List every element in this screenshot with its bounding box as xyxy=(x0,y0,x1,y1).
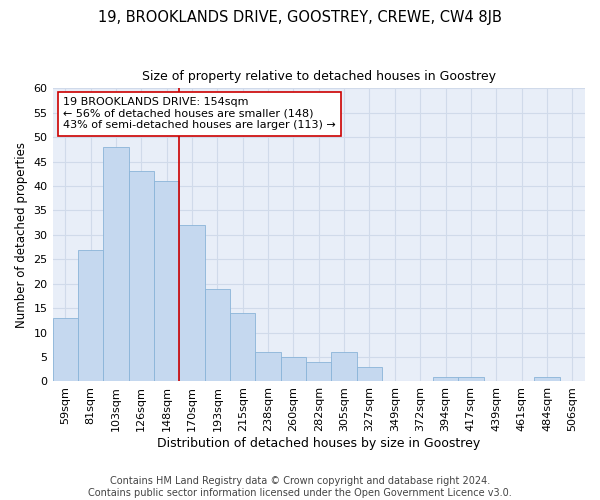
Bar xyxy=(433,376,458,382)
Bar xyxy=(103,147,128,382)
Bar xyxy=(306,362,331,382)
Bar xyxy=(128,172,154,382)
Bar xyxy=(458,376,484,382)
Bar xyxy=(53,318,78,382)
Bar xyxy=(154,181,179,382)
Bar xyxy=(78,250,103,382)
Bar xyxy=(331,352,357,382)
Bar xyxy=(281,357,306,382)
Text: 19 BROOKLANDS DRIVE: 154sqm
← 56% of detached houses are smaller (148)
43% of se: 19 BROOKLANDS DRIVE: 154sqm ← 56% of det… xyxy=(63,97,336,130)
Bar xyxy=(205,288,230,382)
Text: 19, BROOKLANDS DRIVE, GOOSTREY, CREWE, CW4 8JB: 19, BROOKLANDS DRIVE, GOOSTREY, CREWE, C… xyxy=(98,10,502,25)
Bar xyxy=(230,313,256,382)
X-axis label: Distribution of detached houses by size in Goostrey: Distribution of detached houses by size … xyxy=(157,437,481,450)
Bar xyxy=(534,376,560,382)
Bar xyxy=(357,367,382,382)
Title: Size of property relative to detached houses in Goostrey: Size of property relative to detached ho… xyxy=(142,70,496,83)
Text: Contains HM Land Registry data © Crown copyright and database right 2024.
Contai: Contains HM Land Registry data © Crown c… xyxy=(88,476,512,498)
Bar xyxy=(179,225,205,382)
Bar xyxy=(256,352,281,382)
Y-axis label: Number of detached properties: Number of detached properties xyxy=(15,142,28,328)
